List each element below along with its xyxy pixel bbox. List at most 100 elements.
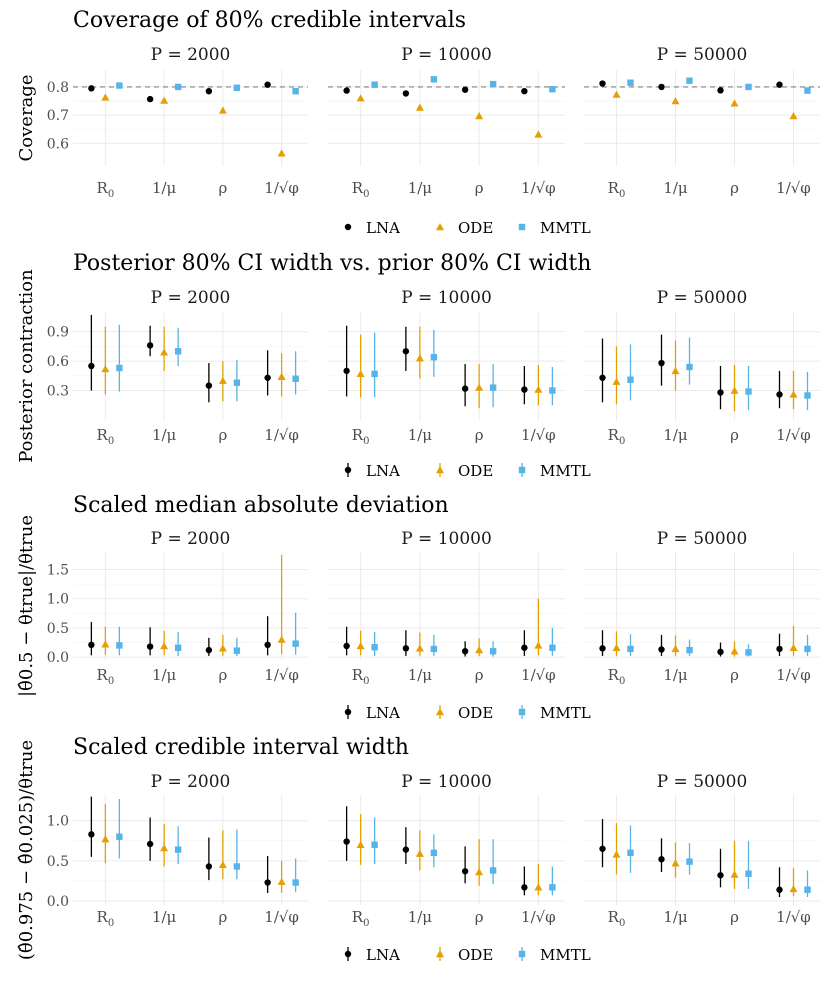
facet-label: P = 10000 bbox=[401, 529, 492, 549]
panel-2: P = 10000 R0 1/μ ρ 1/√φ bbox=[328, 529, 565, 687]
point-lna bbox=[146, 643, 154, 650]
legend-label-mmtl: MMTL bbox=[540, 462, 591, 480]
panel-1: P = 2000 0.0 0.5 1.0 1.5 R0 1/μ ρ 1/√φ bbox=[47, 529, 308, 687]
point-mmtl bbox=[371, 643, 378, 651]
x-tick-label: ρ bbox=[218, 426, 227, 444]
point-lna bbox=[599, 845, 606, 852]
point-ode bbox=[218, 644, 227, 652]
point-mmtl bbox=[745, 649, 752, 656]
point-lna bbox=[264, 641, 271, 649]
chart-title: Scaled credible interval width bbox=[73, 735, 409, 760]
x-tick-label: R0 bbox=[97, 426, 115, 447]
point-ode bbox=[218, 376, 227, 384]
point-lna bbox=[264, 879, 271, 886]
point-ode bbox=[730, 870, 739, 878]
legend-label-lna: LNA bbox=[366, 704, 400, 722]
point-ode bbox=[475, 646, 484, 654]
point-mmtl bbox=[804, 645, 811, 653]
point-ode bbox=[612, 850, 621, 858]
point-mmtl bbox=[489, 384, 497, 391]
legend-label-ode: ODE bbox=[458, 219, 493, 237]
x-tick-label: ρ bbox=[730, 179, 739, 197]
legend-key-lna bbox=[344, 223, 352, 231]
y-tick-label: 0.6 bbox=[47, 136, 69, 152]
x-tick-label: 1/μ bbox=[663, 666, 688, 684]
legend-key-ode bbox=[436, 950, 444, 958]
x-tick-label: R0 bbox=[97, 179, 115, 200]
point-ode bbox=[789, 643, 798, 651]
legend-label-mmtl: MMTL bbox=[540, 704, 591, 722]
point-ode bbox=[277, 877, 286, 885]
point-ode bbox=[475, 383, 484, 391]
point-mmtl bbox=[804, 392, 811, 399]
point-ode bbox=[789, 112, 798, 120]
point-mmtl bbox=[430, 645, 438, 653]
point-mmtl bbox=[233, 84, 241, 91]
panel-3: P = 50000 R0 1/μ ρ 1/√φ bbox=[584, 45, 820, 200]
panel-1: P = 2000 0.3 0.6 0.9 R0 1/μ ρ 1/√φ bbox=[47, 288, 308, 447]
x-tick-label: 1/√φ bbox=[776, 666, 811, 684]
point-ode bbox=[789, 390, 798, 398]
point-mmtl bbox=[174, 846, 182, 853]
legend-key-mmtl bbox=[518, 950, 526, 958]
point-lna bbox=[599, 80, 606, 87]
point-mmtl bbox=[627, 376, 634, 383]
legend-label-lna: LNA bbox=[366, 946, 400, 964]
legend-key-mmtl bbox=[518, 223, 526, 231]
point-ode bbox=[612, 90, 621, 98]
point-lna bbox=[521, 87, 528, 95]
legend: LNA ODE MMTL bbox=[344, 946, 591, 964]
point-lna bbox=[402, 348, 410, 355]
panel-3: P = 50000 R0 1/μ ρ 1/√φ bbox=[584, 288, 820, 447]
x-tick-label: R0 bbox=[608, 908, 626, 929]
x-tick-label: 1/μ bbox=[408, 666, 433, 684]
legend-key-ode bbox=[436, 708, 444, 716]
x-tick-label: ρ bbox=[475, 908, 484, 926]
x-tick-label: ρ bbox=[218, 908, 227, 926]
point-ode bbox=[534, 883, 543, 891]
point-mmtl bbox=[116, 642, 123, 649]
point-lna bbox=[146, 840, 154, 848]
x-tick-label: R0 bbox=[352, 426, 370, 447]
point-lna bbox=[205, 87, 213, 95]
y-tick-label: 0.5 bbox=[47, 854, 69, 870]
x-tick-label: 1/μ bbox=[152, 666, 177, 684]
point-ode bbox=[534, 641, 543, 649]
point-mmtl bbox=[292, 640, 299, 647]
x-tick-label: ρ bbox=[730, 666, 739, 684]
legend-label-mmtl: MMTL bbox=[540, 219, 591, 237]
chart-4: Scaled credible interval width (θ̂0.975 −… bbox=[16, 735, 820, 964]
x-tick-label: R0 bbox=[352, 908, 370, 929]
y-tick-label: 1.0 bbox=[47, 814, 69, 830]
facet-label: P = 50000 bbox=[657, 772, 748, 792]
x-tick-label: 1/μ bbox=[408, 908, 433, 926]
x-tick-label: R0 bbox=[352, 666, 370, 687]
point-mmtl bbox=[549, 884, 556, 891]
point-mmtl bbox=[430, 849, 438, 857]
point-lna bbox=[776, 81, 783, 88]
point-lna bbox=[343, 87, 350, 94]
x-tick-label-sub: 0 bbox=[108, 918, 114, 929]
point-mmtl bbox=[371, 370, 378, 378]
panel-2: P = 10000 R0 1/μ ρ 1/√φ bbox=[328, 45, 565, 200]
point-mmtl bbox=[745, 870, 752, 877]
x-tick-label: ρ bbox=[218, 666, 227, 684]
legend-key-mmtl bbox=[518, 708, 526, 716]
chart-title: Posterior 80% CI width vs. prior 80% CI … bbox=[73, 251, 591, 276]
point-ode bbox=[101, 93, 110, 101]
point-ode bbox=[277, 635, 286, 643]
point-ode bbox=[534, 385, 543, 393]
point-mmtl bbox=[686, 646, 693, 654]
chart-1: Coverage of 80% credible intervals Covera… bbox=[16, 8, 820, 237]
point-mmtl bbox=[686, 77, 693, 84]
point-mmtl bbox=[430, 353, 438, 361]
legend-key-lna bbox=[344, 950, 352, 958]
legend: LNA ODE MMTL bbox=[344, 219, 591, 237]
x-tick-label: 1/√φ bbox=[264, 426, 299, 444]
chart-2: Posterior 80% CI width vs. prior 80% CI … bbox=[16, 251, 820, 480]
point-mmtl bbox=[233, 863, 241, 870]
legend: LNA ODE MMTL bbox=[344, 704, 591, 722]
point-ode bbox=[277, 149, 286, 157]
point-mmtl bbox=[116, 364, 123, 372]
x-tick-label: 1/μ bbox=[408, 426, 433, 444]
